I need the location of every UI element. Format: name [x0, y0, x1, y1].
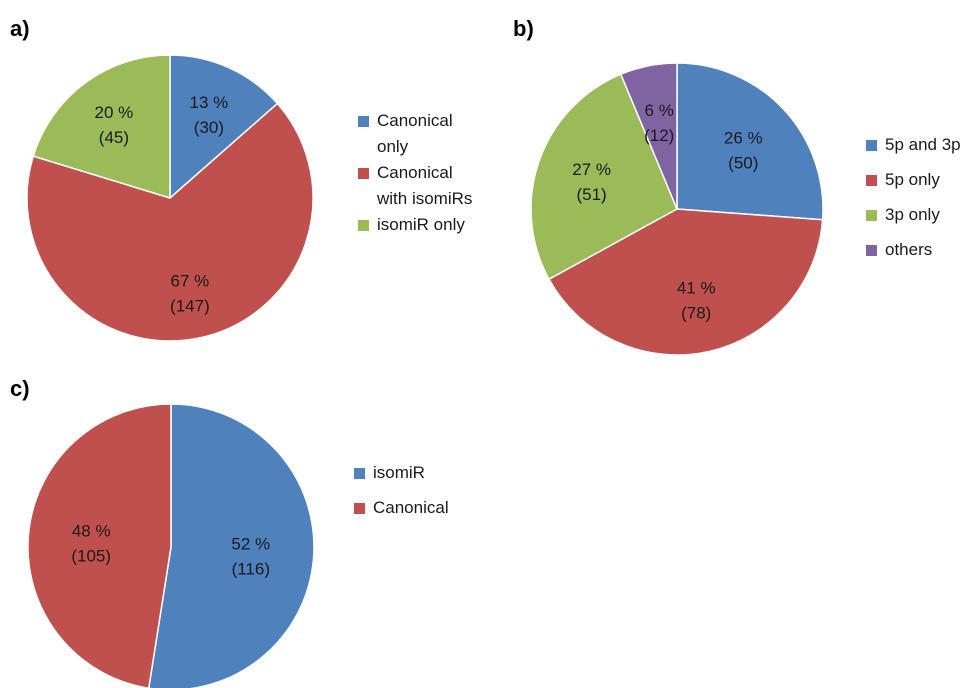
legend-label: 3p only: [885, 205, 940, 224]
pie-slice-5p-and-3p: [676, 62, 824, 221]
pie-slice-5p-only: [547, 208, 824, 356]
slice-percent-label: 13 %: [190, 93, 229, 112]
slice-count-label: (30): [194, 118, 224, 137]
slice-percent-label: 41 %: [677, 279, 716, 298]
slice-percent-label: 20 %: [95, 103, 134, 122]
legend-label: only: [377, 137, 409, 156]
slice-count-label: (116): [232, 559, 270, 578]
slice-count-label: (50): [728, 153, 758, 172]
panel-letter: c): [10, 376, 30, 401]
pie-slice-isomir-only: [32, 54, 171, 200]
slice-count-label: (51): [576, 185, 606, 204]
slice-count-label: (105): [71, 547, 111, 566]
legend-label: Canonical: [377, 111, 453, 130]
legend-swatch: [354, 468, 365, 479]
pie-slice-isomir: [148, 403, 315, 688]
slice-percent-label: 67 %: [171, 271, 210, 290]
slice-percent-label: 48 %: [72, 522, 111, 541]
legend-swatch: [866, 175, 877, 186]
legend-swatch: [866, 210, 877, 221]
slice-percent-label: 26 %: [724, 128, 763, 147]
legend-label: 5p only: [885, 170, 940, 189]
panel-letter: a): [10, 16, 30, 41]
legend-label: with isomiRs: [376, 189, 472, 208]
panel-c: c) 52 % (116) 48 % (105) isomiR Canonical: [10, 376, 449, 688]
slice-count-label: (147): [170, 296, 210, 315]
panel-a: a) 13 % (30) 67 % (147) 20 % (45) Canonical only…: [10, 16, 472, 342]
pie-slice-canonical-only: [169, 54, 279, 200]
slice-count-label: (78): [681, 304, 711, 323]
slice-count-label: (12): [644, 126, 674, 145]
panel-b: b) 26 % (50) 41 % (78) 27 % (51) 6 % (12) 5p and …: [513, 16, 961, 356]
legend-swatch: [358, 168, 369, 179]
pie-slice-3p-only: [530, 73, 678, 281]
slice-percent-label: 6 %: [645, 101, 674, 120]
legend-swatch: [354, 503, 365, 514]
slice-count-label: (45): [99, 128, 129, 147]
legend-label: isomiR only: [377, 215, 465, 234]
legend-label: others: [885, 240, 932, 259]
legend-swatch: [866, 140, 877, 151]
legend-swatch: [866, 245, 877, 256]
pie-slice-canonical: [27, 403, 172, 688]
legend-swatch: [358, 116, 369, 127]
legend-label: Canonical: [377, 163, 453, 182]
slice-percent-label: 27 %: [572, 160, 611, 179]
legend-label: 5p and 3p: [885, 135, 961, 154]
pie-slice-others: [619, 62, 678, 210]
legend-swatch: [358, 220, 369, 231]
pie-slice-canonical-with-isomirs: [26, 102, 314, 342]
slice-percent-label: 52 %: [231, 534, 270, 553]
legend-label: isomiR: [373, 463, 425, 482]
legend-label: Canonical: [373, 498, 449, 517]
panel-letter: b): [513, 16, 534, 41]
